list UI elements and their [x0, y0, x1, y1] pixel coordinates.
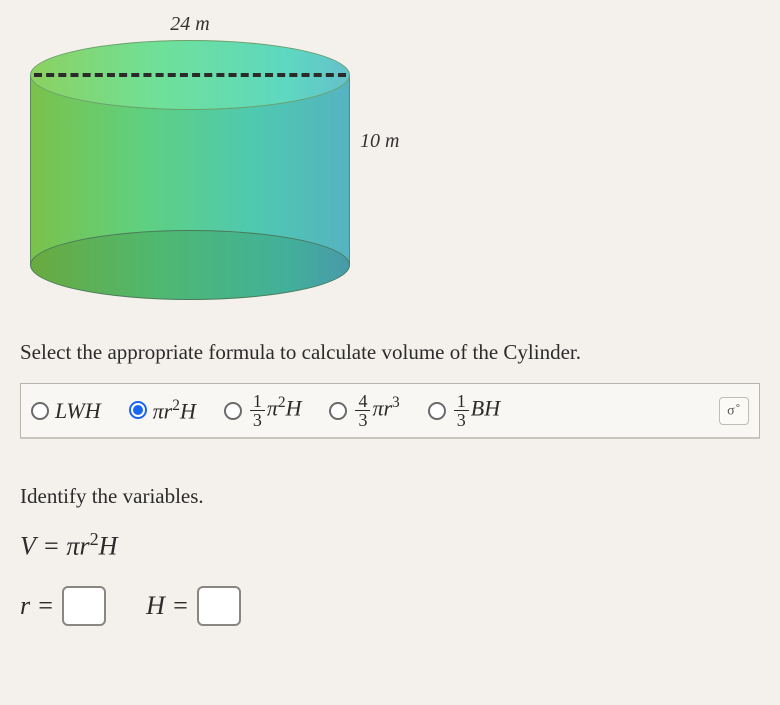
- identify-heading: Identify the variables.: [20, 484, 760, 509]
- radio-third-pi2-h[interactable]: [224, 402, 242, 420]
- radio-lwh[interactable]: [31, 402, 49, 420]
- diameter-label: 24 m: [30, 13, 350, 36]
- choice-label-lwh: LWH: [55, 398, 101, 424]
- variable-inputs-row: r = H =: [20, 586, 760, 626]
- math-palette-button[interactable]: σ∘: [719, 397, 749, 425]
- choice-label-third-pi2-h: 13π2H: [248, 392, 302, 429]
- cylinder-shape: 24 m: [30, 40, 350, 280]
- r-input[interactable]: [62, 586, 106, 626]
- choice-label-fourthird-pir3: 43πr3: [353, 392, 399, 429]
- choice-third-pi2-h[interactable]: 13π2H: [224, 392, 302, 429]
- radio-third-bh[interactable]: [428, 402, 446, 420]
- height-label: 10 m: [360, 130, 399, 153]
- formula-choice-row: LWH πr2H 13π2H 43πr3 13BH σ∘: [20, 383, 760, 439]
- identify-variables-section: Identify the variables. V = πr2H r = H =: [20, 484, 760, 626]
- cylinder-figure: 24 m 10 m: [20, 10, 440, 310]
- diameter-dashed-line: [34, 73, 346, 77]
- h-input[interactable]: [197, 586, 241, 626]
- infinity-icon: σ∘: [727, 401, 741, 420]
- question-prompt: Select the appropriate formula to calcul…: [20, 340, 760, 365]
- cylinder-bottom-ellipse: [30, 230, 350, 300]
- radio-fourthird-pir3[interactable]: [329, 402, 347, 420]
- choice-lwh[interactable]: LWH: [31, 398, 101, 424]
- choice-label-pi-r2-h: πr2H: [153, 397, 196, 424]
- volume-formula: V = πr2H: [20, 529, 760, 562]
- r-input-group: r =: [20, 586, 106, 626]
- radio-pi-r2-h[interactable]: [129, 401, 147, 419]
- choice-third-bh[interactable]: 13BH: [428, 392, 500, 429]
- r-label: r =: [20, 591, 54, 621]
- choice-fourthird-pir3[interactable]: 43πr3: [329, 392, 399, 429]
- choice-pi-r2-h[interactable]: πr2H: [129, 397, 196, 424]
- h-input-group: H =: [146, 586, 241, 626]
- choice-label-third-bh: 13BH: [452, 392, 500, 429]
- h-label: H =: [146, 591, 189, 621]
